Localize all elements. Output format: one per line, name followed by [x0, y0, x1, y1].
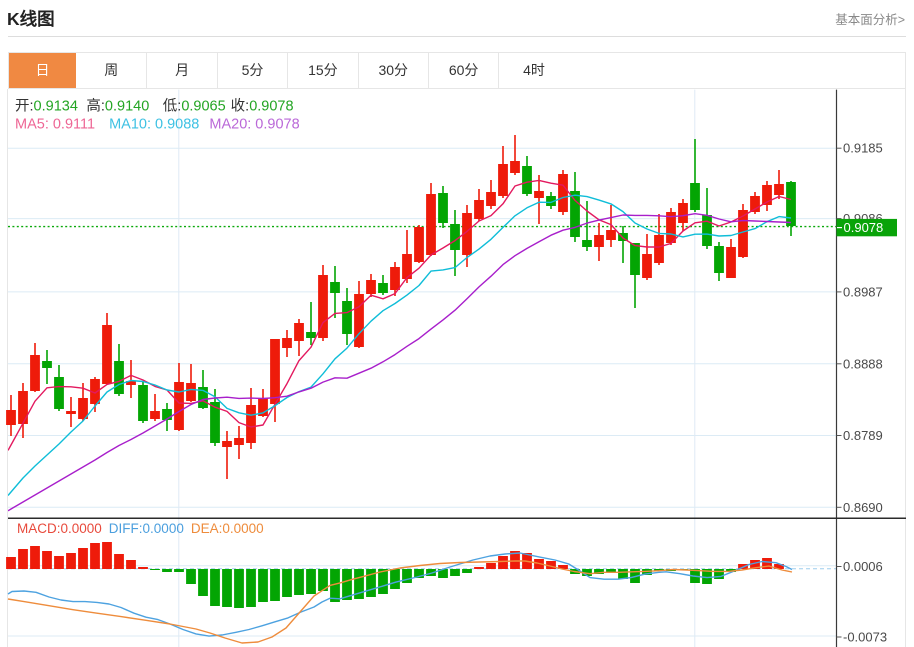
svg-text:0.9078: 0.9078 — [844, 220, 884, 235]
svg-text:0.8888: 0.8888 — [843, 356, 883, 371]
svg-text:-0.0073: -0.0073 — [843, 630, 887, 645]
svg-text:0.9185: 0.9185 — [843, 141, 883, 156]
svg-text:0.0006: 0.0006 — [843, 559, 883, 574]
svg-text:0.8789: 0.8789 — [843, 428, 883, 443]
svg-text:0.8690: 0.8690 — [843, 500, 883, 515]
svg-text:0.8987: 0.8987 — [843, 284, 883, 299]
